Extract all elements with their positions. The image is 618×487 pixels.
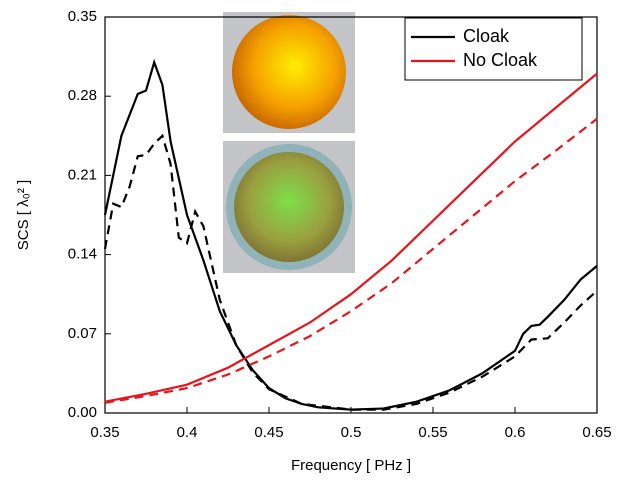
legend-label: Cloak	[463, 26, 510, 46]
y-tick-label: 0.35	[68, 8, 97, 25]
y-tick-label: 0.28	[68, 87, 97, 104]
x-tick-label: 0.4	[177, 424, 198, 441]
x-tick-label: 0.6	[505, 424, 526, 441]
sphere	[234, 152, 344, 262]
series-line	[103, 58, 598, 411]
series-line	[104, 117, 598, 404]
y-tick-label: 0.21	[68, 166, 97, 183]
x-tick-label: 0.55	[418, 424, 447, 441]
y-tick-label: 0.07	[68, 325, 97, 342]
x-axis-label: Frequency [ PHz ]	[291, 457, 411, 474]
series-line	[103, 133, 598, 411]
y-tick-label: 0.00	[68, 404, 97, 421]
y-tick-label: 0.14	[68, 246, 97, 263]
x-tick-label: 0.35	[90, 424, 119, 441]
series-line	[104, 72, 598, 403]
x-tick-label: 0.5	[341, 424, 362, 441]
legend-box	[404, 17, 583, 81]
y-axis-label: SCS [ λ₀² ]	[15, 180, 32, 250]
inset-images	[223, 12, 355, 273]
x-tick-label: 0.45	[254, 424, 283, 441]
sphere	[232, 15, 346, 129]
legend-label: No Cloak	[463, 50, 538, 70]
x-tick-label: 0.65	[582, 424, 611, 441]
